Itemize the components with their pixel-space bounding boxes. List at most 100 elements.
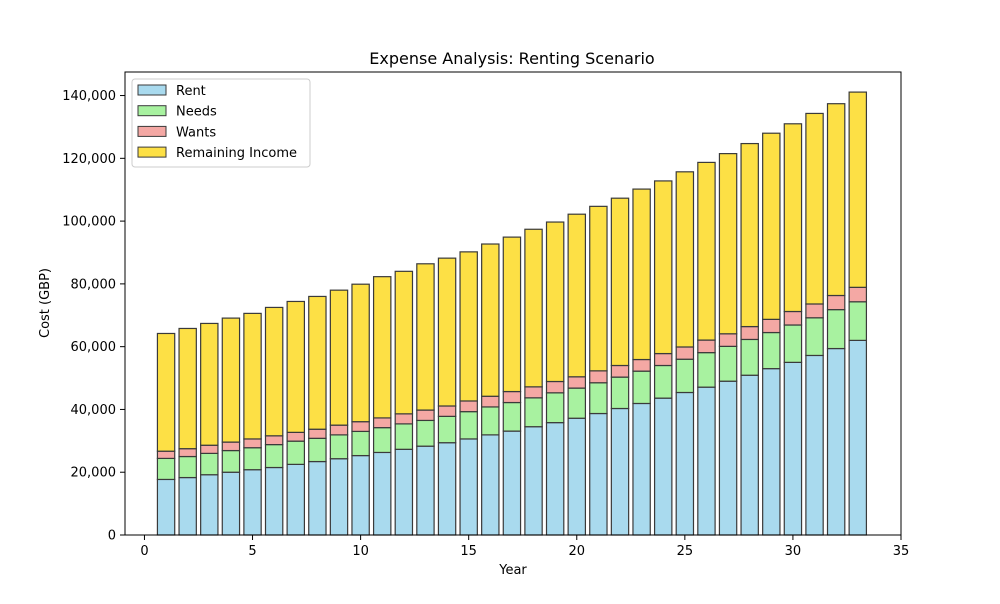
bar-needs-year-2 xyxy=(178,455,197,479)
bar-needs-year-4 xyxy=(221,449,241,473)
bar-rent-year-6 xyxy=(264,466,284,536)
bar-needs-year-22 xyxy=(610,376,630,410)
bar-rent-year-11 xyxy=(372,451,392,536)
x-tick-label: 0 xyxy=(140,544,148,559)
bar-needs-year-31 xyxy=(805,317,824,357)
bar-rent-year-32 xyxy=(826,347,846,536)
bar-remaining-income-year-28 xyxy=(740,142,759,328)
y-axis-label: Cost (GBP) xyxy=(38,268,53,338)
bar-remaining-income-year-21 xyxy=(589,205,608,372)
bar-needs-year-14 xyxy=(437,415,457,444)
bar-wants-year-8 xyxy=(308,428,327,439)
bar-remaining-income-year-17 xyxy=(502,236,522,393)
bar-rent-year-22 xyxy=(610,407,630,536)
bar-rent-year-31 xyxy=(805,354,824,536)
bar-rent-year-4 xyxy=(221,471,241,536)
y-tick-label: 120,000 xyxy=(62,152,116,167)
bar-wants-year-10 xyxy=(351,421,370,433)
bar-needs-year-11 xyxy=(372,427,392,454)
bar-needs-year-15 xyxy=(459,411,478,440)
bar-wants-year-19 xyxy=(545,380,565,394)
bar-needs-year-9 xyxy=(329,434,349,460)
bar-needs-year-20 xyxy=(567,387,587,419)
bar-wants-year-17 xyxy=(502,390,522,404)
bar-wants-year-9 xyxy=(329,424,349,436)
bar-rent-year-7 xyxy=(286,463,306,536)
bar-rent-year-24 xyxy=(653,397,673,536)
bar-remaining-income-year-2 xyxy=(178,327,197,450)
bar-needs-year-10 xyxy=(351,430,370,457)
bar-remaining-income-year-16 xyxy=(481,243,500,397)
bar-rent-year-20 xyxy=(567,417,587,536)
bar-remaining-income-year-6 xyxy=(264,306,284,437)
bar-remaining-income-year-3 xyxy=(200,322,219,446)
bar-needs-year-1 xyxy=(156,457,176,481)
y-tick-label: 100,000 xyxy=(62,215,116,230)
bar-needs-year-26 xyxy=(697,352,716,388)
bar-wants-year-4 xyxy=(221,441,241,452)
bar-rent-year-1 xyxy=(156,478,176,536)
bar-needs-year-25 xyxy=(675,358,695,394)
bar-rent-year-29 xyxy=(762,368,781,536)
bar-needs-year-32 xyxy=(826,309,846,350)
bar-rent-year-17 xyxy=(502,430,522,536)
y-tick-label: 0 xyxy=(108,529,116,544)
x-tick-label: 10 xyxy=(352,544,369,559)
bar-remaining-income-year-7 xyxy=(286,300,306,433)
bar-rent-year-12 xyxy=(394,448,414,536)
x-tick-label: 5 xyxy=(248,544,256,559)
legend-swatch-remaining-income xyxy=(137,146,167,158)
x-axis-ticks: 0 5 10 15 20 25 30 35 xyxy=(140,535,909,559)
legend-box xyxy=(131,78,311,168)
bar-rent-year-16 xyxy=(481,434,500,536)
bar-remaining-income-year-10 xyxy=(351,283,370,423)
bar-wants-year-25 xyxy=(675,346,695,360)
bar-remaining-income-year-26 xyxy=(697,161,716,341)
bar-remaining-income-year-29 xyxy=(762,132,781,320)
bar-wants-year-23 xyxy=(632,358,651,372)
y-tick-label: 60,000 xyxy=(71,340,117,355)
bar-wants-year-21 xyxy=(589,370,608,384)
bar-wants-year-7 xyxy=(286,431,306,442)
bar-wants-year-15 xyxy=(459,400,478,413)
bar-remaining-income-year-30 xyxy=(783,123,803,313)
bar-wants-year-13 xyxy=(416,409,435,422)
bar-needs-year-19 xyxy=(545,392,565,424)
bar-remaining-income-year-18 xyxy=(524,228,543,388)
bar-needs-year-13 xyxy=(416,419,435,447)
bar-remaining-income-year-5 xyxy=(243,312,262,440)
bar-wants-year-12 xyxy=(394,413,414,425)
legend-swatch-wants xyxy=(137,125,167,137)
bar-wants-year-1 xyxy=(156,450,176,460)
legend-label-rent: Rent xyxy=(176,84,206,99)
bar-remaining-income-year-32 xyxy=(826,103,846,297)
plot-frame xyxy=(124,71,902,536)
bar-remaining-income-year-4 xyxy=(221,317,241,443)
bar-rent-year-19 xyxy=(545,422,565,536)
bar-needs-year-7 xyxy=(286,440,306,465)
bar-needs-year-24 xyxy=(653,364,673,399)
bar-wants-year-26 xyxy=(697,339,716,354)
bar-remaining-income-year-14 xyxy=(437,257,457,407)
bar-rent-year-33 xyxy=(848,339,868,536)
bar-rent-year-26 xyxy=(697,386,716,536)
bar-remaining-income-year-15 xyxy=(459,251,478,402)
bar-remaining-income-year-27 xyxy=(718,153,738,335)
bar-remaining-income-year-19 xyxy=(545,221,565,383)
bar-wants-year-30 xyxy=(783,310,803,326)
bar-rent-year-15 xyxy=(459,438,478,536)
bar-needs-year-29 xyxy=(762,331,781,370)
legend-label-wants: Wants xyxy=(176,125,216,140)
bar-remaining-income-year-31 xyxy=(805,112,824,305)
bar-remaining-income-year-25 xyxy=(675,171,695,348)
bar-needs-year-18 xyxy=(524,397,543,428)
bars-group xyxy=(156,91,868,536)
bar-wants-year-18 xyxy=(524,386,543,399)
bar-rent-year-5 xyxy=(243,469,262,536)
legend-swatch-rent xyxy=(137,84,167,96)
bar-needs-year-12 xyxy=(394,423,414,450)
bar-rent-year-8 xyxy=(308,460,327,536)
bar-rent-year-3 xyxy=(200,474,219,536)
